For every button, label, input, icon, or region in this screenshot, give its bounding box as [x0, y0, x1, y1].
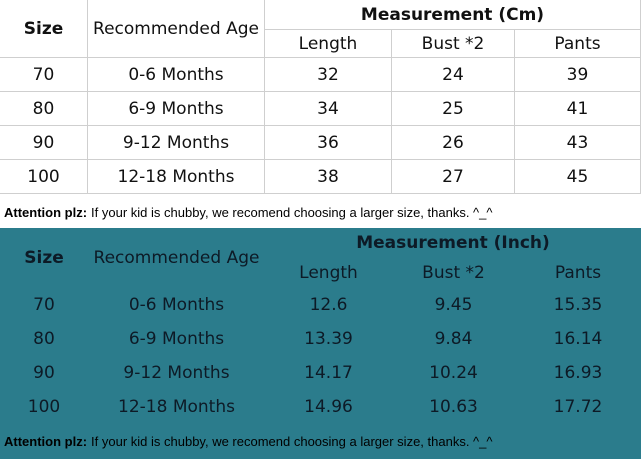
table-cell: 24: [392, 58, 515, 92]
table-cell: 43: [515, 126, 641, 160]
header-cell: Bust *2: [392, 30, 515, 58]
header-cell: Bust *2: [422, 263, 485, 283]
header-cell: Recommended Age: [88, 0, 265, 58]
table-cell: 90: [0, 126, 88, 160]
table-cell: 12-18 Months: [88, 160, 265, 194]
table-cell: 36: [265, 126, 392, 160]
note-text: If your kid is chubby, we recomend choos…: [91, 434, 493, 449]
table-cell: 70: [0, 58, 88, 92]
header-cell: Measurement (Inch): [356, 233, 550, 253]
table-cell: 6-9 Months: [128, 329, 225, 349]
table-cell: 0-6 Months: [88, 58, 265, 92]
table-cell: 45: [515, 160, 641, 194]
table-cell: 70: [33, 295, 55, 315]
table-cell: 100: [0, 160, 88, 194]
table-cell: 6-9 Months: [88, 92, 265, 126]
header-cell: Length: [299, 263, 358, 283]
table-cell: 41: [515, 92, 641, 126]
table-cell: 25: [392, 92, 515, 126]
table-cell: 80: [33, 329, 55, 349]
table-cell: 39: [515, 58, 641, 92]
table-cell: 14.17: [304, 363, 353, 383]
table-cell: 13.39: [304, 329, 353, 349]
table-cell: 32: [265, 58, 392, 92]
size-table: Size Recommended Age Measurement (Inch) Len…: [0, 228, 641, 459]
header-cell: Length: [265, 30, 392, 58]
note: Attention plz: If your kid is chubby, we …: [4, 194, 492, 230]
table-cell: 80: [0, 92, 88, 126]
table-cell: 10.63: [429, 397, 478, 417]
table-cell: 9.45: [434, 295, 473, 315]
note: Attention plz: If your kid is chubby, we …: [4, 424, 492, 459]
table-cell: 90: [33, 363, 55, 383]
note-label: Attention plz:: [4, 434, 88, 449]
table-cell: 15.35: [553, 295, 603, 315]
table-cell: 26: [392, 126, 515, 160]
table-cell: 10.24: [429, 363, 478, 383]
header-cell: Recommended Age: [93, 248, 260, 268]
header-cell: Measurement (Cm): [265, 0, 641, 30]
table-cell: 12.6: [309, 295, 348, 315]
table-cell: 16.93: [553, 363, 603, 383]
table-cell: 9-12 Months: [88, 126, 265, 160]
note-text: If your kid is chubby, we recomend choos…: [91, 204, 493, 220]
table-cell: 14.96: [304, 397, 353, 417]
header-cell: Pants: [554, 263, 602, 283]
note-label: Attention plz:: [4, 204, 88, 220]
header-cell: Size: [24, 248, 64, 268]
header-cell: Pants: [515, 30, 641, 58]
table-cell: 34: [265, 92, 392, 126]
table-cell: 100: [27, 397, 61, 417]
table-cell: 16.14: [553, 329, 603, 349]
table-cell: 0-6 Months: [128, 295, 225, 315]
table-cell: 12-18 Months: [118, 397, 235, 417]
table-cell: 38: [265, 160, 392, 194]
table-cell: 27: [392, 160, 515, 194]
table-cell: 9.84: [434, 329, 473, 349]
header-cell: Size: [0, 0, 88, 58]
size-table: Size Recommended Age Measurement (Cm) Lengt…: [0, 0, 641, 230]
table-cell: 17.72: [553, 397, 603, 417]
table-cell: 9-12 Months: [123, 363, 230, 383]
